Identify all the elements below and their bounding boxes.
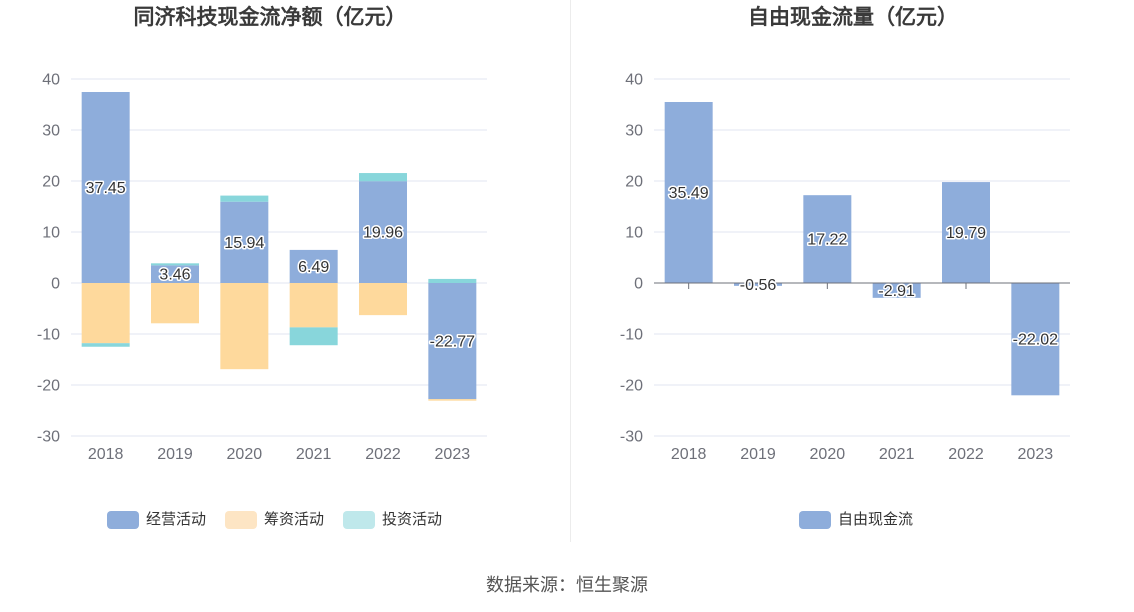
- bar: [289, 249, 338, 283]
- legend-item-free-cashflow[interactable]: 自由现金流: [799, 511, 913, 529]
- x-tick-label: 2020: [227, 446, 263, 463]
- legend-label-operating: 经营活动: [146, 511, 207, 528]
- legend-label-financing: 筹资活动: [264, 511, 325, 528]
- y-tick-label: -20: [37, 378, 60, 395]
- data-label: 37.45: [86, 180, 126, 197]
- x-tick-label: 2023: [1018, 446, 1054, 463]
- x-tick-label: 2023: [435, 446, 471, 463]
- y-tick-label: 10: [42, 225, 60, 242]
- x-tick-label: 2019: [740, 446, 776, 463]
- y-tick-label: 30: [42, 123, 60, 140]
- data-label: -2.91: [878, 283, 915, 300]
- legend-item-financing[interactable]: 筹资活动: [225, 511, 324, 529]
- bar: [151, 265, 199, 283]
- y-tick-label: 40: [625, 72, 643, 89]
- bar: [220, 201, 269, 283]
- x-tick-label: 2021: [296, 446, 332, 463]
- data-label: -22.77: [430, 334, 475, 351]
- bar: [81, 283, 130, 344]
- plot-area-2: 40 30 20 10 0 -10 -20 -30 2018 2019 2020 2021 2022 20…: [620, 72, 1070, 463]
- legend-label-investing: 投资活动: [382, 511, 443, 528]
- bar: [81, 343, 130, 347]
- bar: [664, 102, 713, 283]
- y-tick-label: 20: [625, 174, 643, 191]
- data-label: 19.96: [363, 225, 403, 242]
- y-tick-label: -30: [620, 429, 643, 446]
- legend-item-operating[interactable]: 经营活动: [107, 511, 206, 529]
- bar: [428, 399, 477, 401]
- data-source-note: 数据来源：恒生聚源: [486, 575, 648, 595]
- bar: [1011, 283, 1060, 396]
- y-tick-label: 40: [42, 72, 60, 89]
- legend-item-investing[interactable]: 投资活动: [343, 511, 442, 529]
- legend-swatch-financing: [225, 511, 258, 529]
- bar: [359, 181, 407, 283]
- data-label: 35.49: [669, 185, 709, 202]
- bar: [289, 283, 338, 328]
- bar: [359, 173, 407, 182]
- y-tick-label: -10: [37, 327, 60, 344]
- legend-swatch-investing: [343, 511, 376, 529]
- y-tick-label: 20: [42, 174, 60, 191]
- free-cashflow-chart-title: 自由现金流量（亿元）: [748, 6, 958, 29]
- bar: [428, 283, 477, 400]
- bar: [872, 283, 921, 298]
- plot-area-1: 40 30 20 10 0 -10 -20 -30 2018 2019 2020 2021 2022 20…: [37, 72, 487, 463]
- data-label: 15.94: [224, 235, 264, 252]
- y-tick-label: 0: [634, 276, 643, 293]
- legend-label-free-cashflow: 自由现金流: [838, 511, 914, 528]
- bar: [289, 327, 338, 346]
- bar: [942, 182, 990, 283]
- data-label: 19.79: [946, 225, 986, 242]
- x-tick-label: 2022: [365, 446, 401, 463]
- free-cashflow-legend: 自由现金流: [799, 511, 913, 529]
- bar: [734, 283, 782, 286]
- data-label: 3.46: [159, 267, 190, 284]
- bar: [220, 195, 269, 202]
- legend-swatch-operating: [107, 511, 139, 529]
- x-tick-label: 2018: [88, 446, 124, 463]
- panel-divider: [570, 0, 571, 542]
- data-label: 6.49: [298, 259, 329, 276]
- bar: [359, 283, 407, 316]
- cashflow-chart-title: 同济科技现金流净额（亿元）: [133, 6, 407, 29]
- bar: [428, 278, 477, 283]
- bar: [81, 92, 130, 283]
- x-tick-label: 2020: [810, 446, 846, 463]
- bar: [220, 283, 269, 370]
- y-tick-label: -20: [620, 378, 643, 395]
- legend-swatch-free-cashflow: [799, 511, 831, 529]
- x-tick-label: 2018: [671, 446, 707, 463]
- y-tick-label: 10: [625, 225, 643, 242]
- data-label: -0.56: [740, 277, 777, 294]
- y-tick-label: 30: [625, 123, 643, 140]
- cashflow-legend: 经营活动 筹资活动 投资活动: [107, 511, 442, 529]
- bar: [803, 195, 852, 283]
- bar: [151, 283, 199, 324]
- x-tick-label: 2019: [157, 446, 193, 463]
- data-label: -22.02: [1013, 332, 1058, 349]
- y-tick-label: -30: [37, 429, 60, 446]
- y-tick-label: -10: [620, 327, 643, 344]
- y-tick-label: 0: [51, 276, 60, 293]
- x-tick-label: 2022: [948, 446, 984, 463]
- data-label: 17.22: [807, 232, 847, 249]
- x-tick-label: 2021: [879, 446, 915, 463]
- bar: [151, 263, 199, 266]
